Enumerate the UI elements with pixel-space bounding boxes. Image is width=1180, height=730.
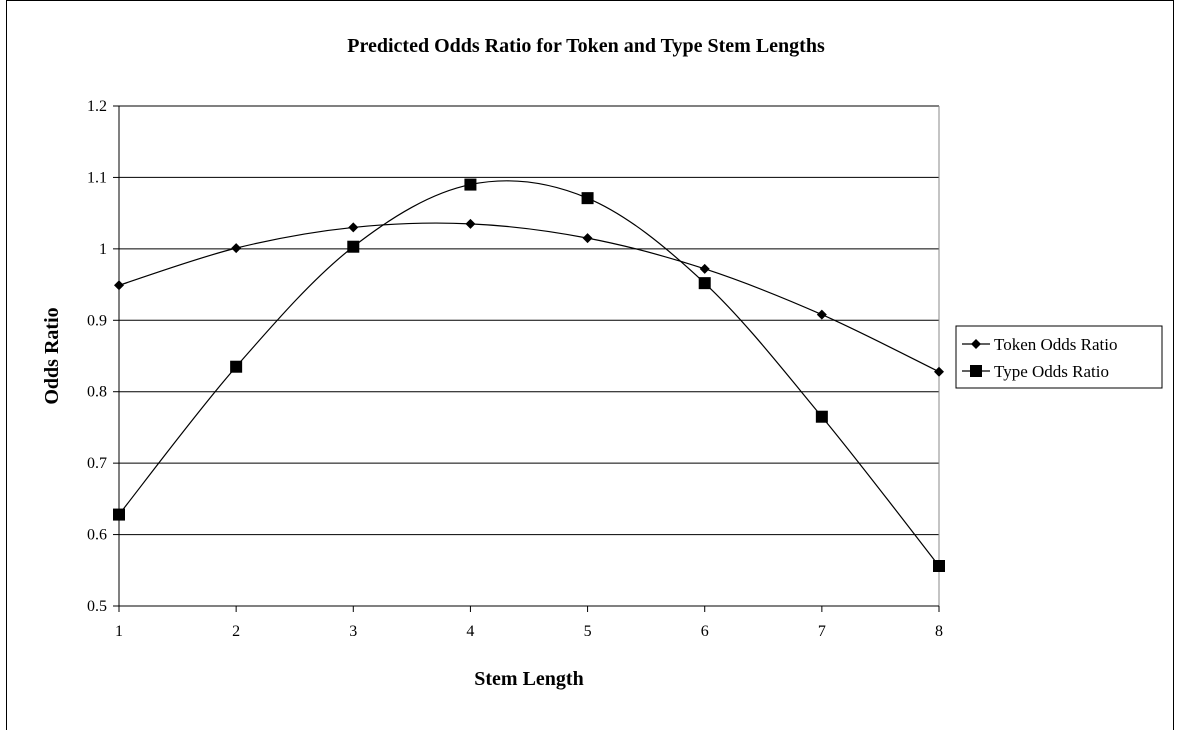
y-tick-label: 0.5 <box>87 598 107 615</box>
series-line <box>118 222 940 373</box>
axes <box>113 105 940 612</box>
chart-title: Predicted Odds Ratio for Token and Type … <box>347 35 825 57</box>
diamond-marker <box>114 280 124 291</box>
square-marker <box>230 360 243 373</box>
x-tick-label: 8 <box>935 623 943 640</box>
legend-label: Type Odds Ratio <box>994 362 1109 381</box>
series-layer <box>113 178 945 572</box>
y-tick-label: 1.2 <box>87 98 107 115</box>
y-tick-label: 0.6 <box>87 527 107 544</box>
x-tick-label: 1 <box>115 623 123 640</box>
legend-diamond-marker <box>971 339 981 349</box>
x-tick-labels: 1 2 3 4 5 6 7 8 <box>115 623 943 640</box>
diamond-marker <box>699 263 710 274</box>
series-line <box>118 180 940 567</box>
square-marker <box>698 277 711 290</box>
legend-label: Token Odds Ratio <box>994 335 1117 354</box>
y-tick-label: 1.1 <box>87 169 107 186</box>
x-tick-label: 6 <box>701 623 709 640</box>
diamond-marker <box>348 222 359 233</box>
chart-frame <box>6 0 1174 730</box>
y-tick-label: 0.7 <box>87 455 107 472</box>
y-axis-title: Odds Ratio <box>41 307 63 404</box>
y-tick-label: 0.9 <box>87 312 107 329</box>
diamond-marker <box>465 218 476 229</box>
square-marker <box>933 560 945 572</box>
x-tick-label: 2 <box>232 623 240 640</box>
series-type <box>113 178 945 572</box>
y-tick-label: 1 <box>99 241 107 258</box>
x-tick-label: 4 <box>466 623 474 640</box>
diamond-marker <box>934 366 944 377</box>
square-marker <box>347 240 360 253</box>
legend-box <box>955 325 1163 389</box>
square-marker <box>113 508 125 521</box>
square-marker <box>581 192 594 205</box>
diamond-marker <box>231 243 242 254</box>
grid-lines <box>119 105 940 606</box>
diamond-marker <box>582 233 593 244</box>
x-tick-label: 5 <box>584 623 592 640</box>
series-token <box>114 218 944 377</box>
y-tick-labels: 0.5 0.6 0.7 0.8 0.9 1 1.1 1.2 <box>87 98 107 615</box>
x-tick-label: 7 <box>818 623 826 640</box>
y-tick-label: 0.8 <box>87 384 107 401</box>
legend-square-marker <box>970 365 982 377</box>
square-marker <box>815 410 828 423</box>
x-tick-label: 3 <box>349 623 357 640</box>
x-axis-title: Stem Length <box>474 668 583 690</box>
diamond-marker <box>816 309 827 320</box>
square-marker <box>464 178 477 191</box>
legend: Token Odds Ratio Type Odds Ratio <box>955 325 1163 389</box>
